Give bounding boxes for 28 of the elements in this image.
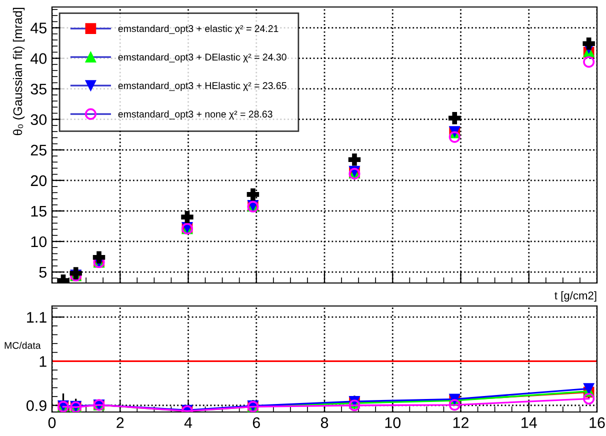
legend-label: emstandard_opt3 + none χ² = 28.63 xyxy=(118,110,272,120)
x-tick-label: 2 xyxy=(116,417,124,428)
x-tick-label: 14 xyxy=(522,417,537,428)
x-tick-label: 10 xyxy=(385,417,401,428)
legend-label: emstandard_opt3 + elastic χ² = 24.21 xyxy=(118,24,278,34)
y-tick-label: 25 xyxy=(30,144,46,156)
x-tick-label: 6 xyxy=(252,417,260,428)
y-tick-label: 1 xyxy=(40,356,46,367)
y-axis-title: θ₀ (Gaussian fit) [mrad] xyxy=(12,8,25,136)
y-tick-label: 0.9 xyxy=(26,400,46,412)
y-tick-label: 5 xyxy=(39,267,46,278)
x-tick-label: 12 xyxy=(453,417,468,428)
y-tick-label: 35 xyxy=(30,84,46,95)
y-tick-label: 15 xyxy=(31,206,46,217)
x-tick-label: 0 xyxy=(48,417,56,428)
y-tick-label: 45 xyxy=(30,22,46,34)
legend-label: emstandard_opt3 + DElastic χ² = 24.30 xyxy=(118,53,286,62)
x-axis-title: t [g/cm2] xyxy=(554,291,596,302)
y-tick-label: 1.1 xyxy=(27,312,46,323)
x-tick-label: 4 xyxy=(184,417,192,428)
y-tick-label: 40 xyxy=(30,53,47,64)
y-tick-label: 30 xyxy=(30,114,47,126)
y-axis-title: MC/data xyxy=(4,342,41,349)
x-tick-label: 8 xyxy=(320,417,328,428)
x-tick-label: 16 xyxy=(590,417,605,428)
legend-label: emstandard_opt3 + HElastic χ² = 23.65 xyxy=(118,82,286,91)
y-tick-label: 20 xyxy=(30,175,47,186)
y-tick-label: 10 xyxy=(31,236,47,248)
